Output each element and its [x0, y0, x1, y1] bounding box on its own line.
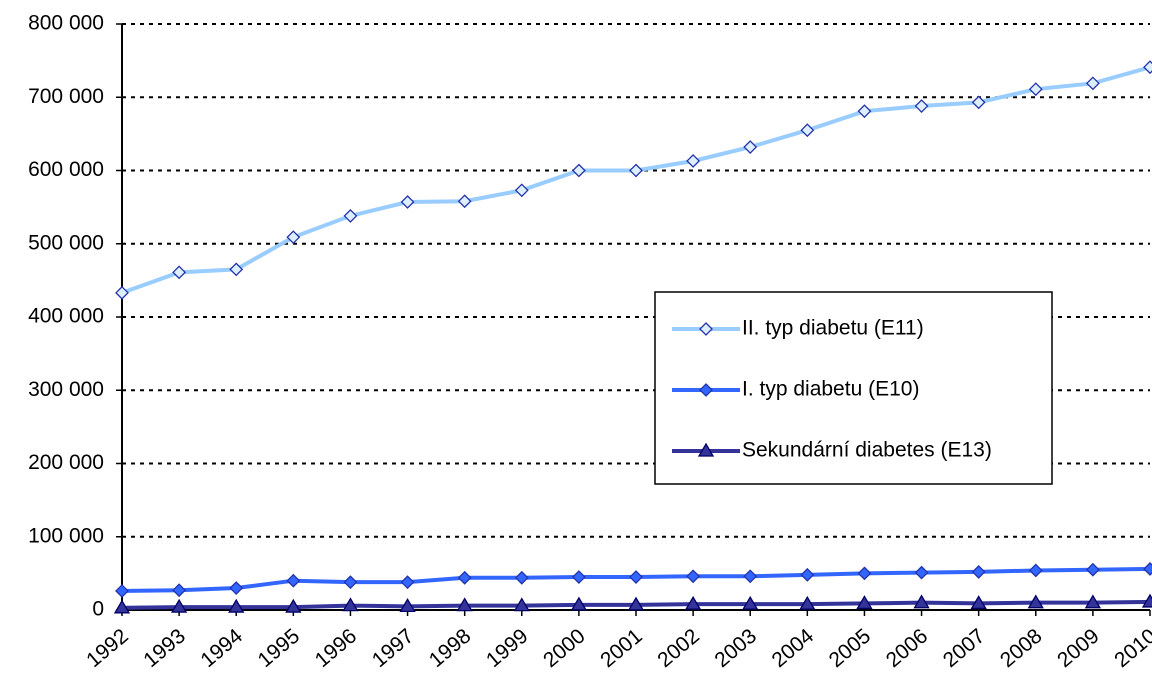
y-tick-label: 400 000 [28, 305, 104, 328]
series-line [121, 65, 1151, 295]
legend: II. typ diabetu (E11) I. typ diabetu (E10… [654, 291, 1053, 485]
marker [286, 230, 301, 245]
marker [686, 569, 701, 584]
marker [571, 163, 586, 178]
marker [1085, 562, 1100, 577]
x-tick-label: 2002 [653, 624, 704, 672]
marker [513, 597, 530, 612]
marker [1143, 60, 1152, 75]
x-tick-label: 2003 [710, 624, 761, 672]
legend-label: I. typ diabetu (E10) [742, 378, 919, 401]
y-tick-label: 500 000 [28, 231, 104, 254]
marker [570, 596, 588, 611]
marker [342, 597, 359, 612]
x-tick-label: 1996 [311, 624, 362, 672]
marker [914, 565, 929, 580]
marker [684, 595, 702, 610]
x-tick-label: 2007 [939, 624, 990, 672]
x-tick-label: 2001 [596, 624, 647, 672]
marker [286, 573, 301, 588]
marker [1028, 82, 1043, 97]
x-tick-label: 1997 [368, 624, 419, 672]
y-tick-label: 200 000 [28, 451, 104, 474]
marker [228, 598, 245, 613]
marker [514, 183, 529, 198]
marker [285, 598, 302, 613]
marker [113, 599, 131, 614]
marker [971, 564, 986, 579]
y-tick-label: 600 000 [28, 158, 104, 181]
marker [971, 95, 986, 110]
marker [913, 594, 930, 609]
marker [857, 566, 872, 581]
marker [970, 595, 987, 610]
marker [571, 570, 586, 584]
marker [800, 123, 815, 138]
marker [743, 569, 758, 584]
y-tick-label: 0 [92, 598, 104, 621]
marker [457, 570, 472, 585]
x-tick-label: 2004 [768, 624, 819, 672]
marker [1141, 593, 1152, 608]
marker [743, 140, 758, 154]
legend-marker [697, 442, 715, 457]
marker [400, 575, 415, 590]
marker [686, 154, 701, 168]
marker [914, 99, 929, 113]
marker [856, 595, 873, 610]
legend-label: II. typ diabetu (E11) [742, 317, 924, 340]
marker [172, 265, 187, 280]
marker [343, 575, 358, 590]
x-tick-label: 1994 [196, 624, 247, 672]
marker [1084, 594, 1102, 609]
legend-marker [699, 322, 713, 336]
x-tick-label: 1993 [139, 624, 190, 672]
marker [1027, 594, 1044, 609]
x-tick-label: 1999 [482, 624, 533, 672]
x-tick-label: 2005 [825, 624, 876, 672]
marker [799, 595, 816, 610]
marker [1143, 562, 1152, 576]
marker [742, 595, 759, 610]
x-tick-label: 1998 [425, 624, 476, 672]
marker [514, 570, 529, 585]
marker [457, 194, 472, 209]
marker [115, 285, 129, 300]
marker [629, 163, 643, 178]
x-tick-label: 1995 [254, 624, 305, 672]
marker [170, 598, 188, 613]
x-tick-label: 2006 [882, 624, 933, 672]
marker [172, 583, 187, 598]
y-tick-label: 100 000 [28, 524, 104, 547]
marker [629, 570, 643, 584]
x-tick-label: 2009 [1053, 624, 1104, 672]
y-tick-label: 300 000 [28, 378, 104, 401]
x-tick-label: 2010 [1110, 624, 1152, 672]
marker [399, 598, 416, 612]
marker [400, 195, 415, 209]
marker [456, 597, 473, 612]
y-tick-label: 800 000 [28, 12, 104, 35]
marker [1028, 563, 1043, 578]
marker [343, 208, 358, 223]
x-tick-label: 1992 [82, 624, 133, 672]
marker [800, 567, 815, 582]
marker [229, 262, 244, 277]
legend-label: Sekundární diabetes (E13) [742, 439, 992, 462]
y-tick-label: 700 000 [28, 85, 104, 108]
marker [229, 581, 244, 595]
x-tick-label: 2000 [539, 624, 590, 672]
marker [1085, 76, 1100, 91]
marker [857, 104, 872, 119]
legend-marker [699, 383, 713, 397]
x-tick-label: 2008 [996, 624, 1047, 672]
marker [115, 584, 129, 598]
marker [627, 596, 645, 611]
